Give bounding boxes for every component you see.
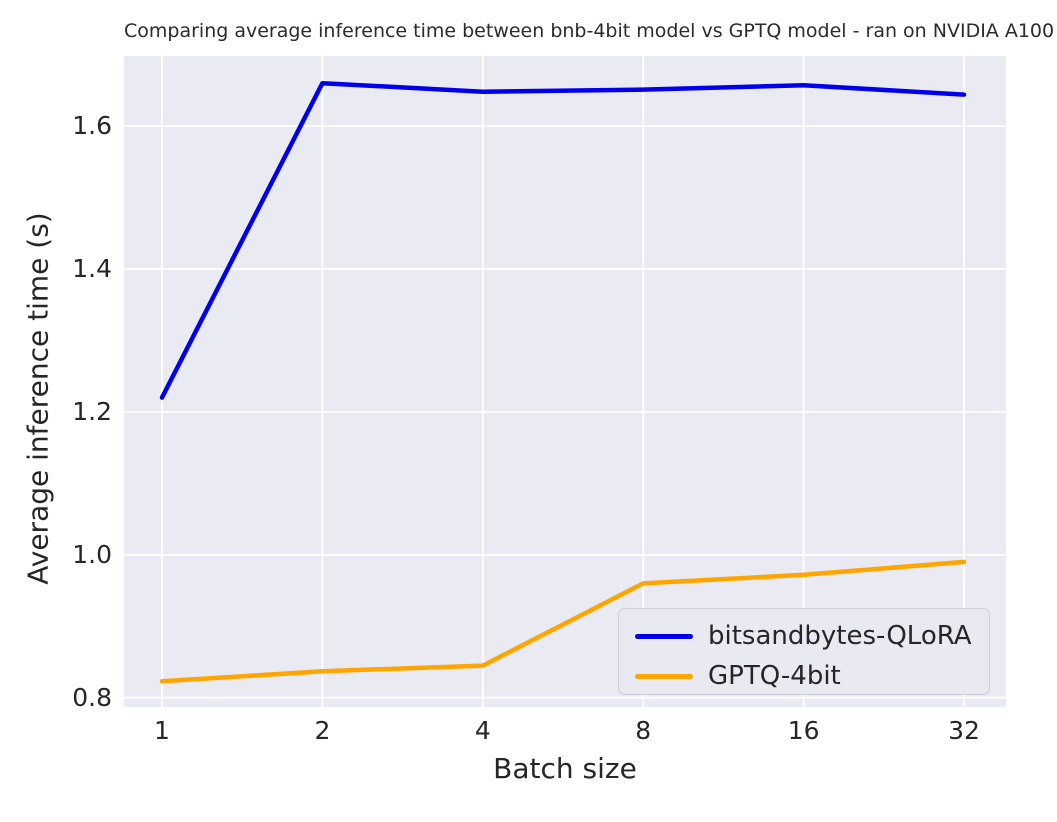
x-tick-label: 8: [635, 716, 652, 745]
chart-title: Comparing average inference time between…: [124, 20, 1055, 42]
series-line-GPTQ-4bit: [159, 559, 967, 684]
legend-row: bitsandbytes-QLoRA: [635, 616, 973, 656]
y-tick-label: 1.2: [72, 396, 112, 426]
series-line-bitsandbytes-QLoRA: [159, 80, 967, 400]
x-tick-label: 1: [154, 716, 170, 745]
legend-row: GPTQ-4bit: [635, 656, 973, 696]
legend-label: bitsandbytes-QLoRA: [708, 621, 972, 651]
x-tick-label: 4: [474, 716, 491, 745]
legend-label: GPTQ-4bit: [708, 661, 841, 691]
legend-line-swatch: [635, 633, 693, 639]
x-tick-label: 32: [948, 716, 980, 745]
y-tick-label: 0.8: [72, 682, 112, 712]
legend: bitsandbytes-QLoRA GPTQ-4bit: [618, 608, 990, 695]
plot-area: bitsandbytes-QLoRA GPTQ-4bit: [124, 56, 1006, 707]
x-tick-label: 2: [314, 716, 331, 745]
legend-line-swatch: [635, 673, 693, 679]
y-tick-label: 1.4: [72, 253, 112, 283]
y-tick-label: 1.0: [72, 539, 112, 569]
y-tick-label: 1.6: [72, 111, 112, 141]
x-tick-label: 16: [787, 716, 820, 745]
chart-canvas: [124, 56, 1006, 707]
x-axis-label: Batch size: [493, 752, 637, 785]
